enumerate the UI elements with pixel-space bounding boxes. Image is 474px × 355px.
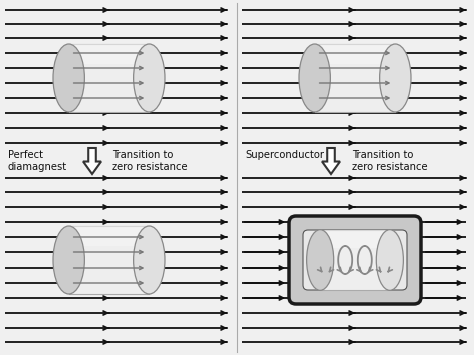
FancyBboxPatch shape (320, 230, 390, 248)
Bar (315, 44, 395, 112)
Ellipse shape (380, 44, 411, 112)
Bar (69, 44, 149, 112)
Ellipse shape (134, 44, 165, 112)
Text: Perfect
diamagnest: Perfect diamagnest (8, 150, 67, 173)
Bar (69, 226, 149, 294)
Bar (320, 230, 390, 290)
FancyBboxPatch shape (303, 230, 407, 290)
Ellipse shape (376, 230, 403, 290)
Polygon shape (83, 148, 101, 174)
Ellipse shape (299, 44, 330, 112)
Text: Transition to
zero resistance: Transition to zero resistance (112, 150, 188, 173)
FancyBboxPatch shape (69, 44, 149, 64)
Ellipse shape (53, 44, 84, 112)
FancyBboxPatch shape (289, 216, 421, 304)
Ellipse shape (307, 230, 334, 290)
Text: Superconductor: Superconductor (245, 150, 324, 160)
Text: Transition to
zero resistance: Transition to zero resistance (352, 150, 428, 173)
Polygon shape (322, 148, 340, 174)
FancyBboxPatch shape (315, 44, 395, 64)
Ellipse shape (53, 226, 84, 294)
FancyBboxPatch shape (69, 226, 149, 246)
Ellipse shape (134, 226, 165, 294)
